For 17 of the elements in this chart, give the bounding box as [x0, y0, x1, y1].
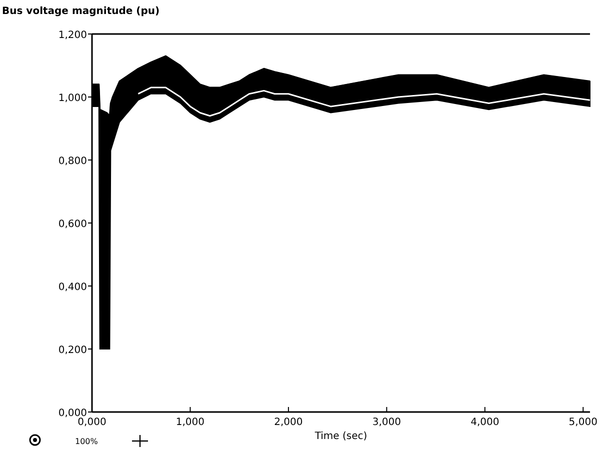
y-tick-label: 0,200 [58, 345, 87, 356]
y-tick-label: 0,000 [58, 408, 87, 419]
y-tick-label: 0,600 [58, 219, 87, 230]
x-tick-label: 5,000 [568, 417, 598, 428]
y-tick-label: 1,200 [58, 30, 87, 41]
x-tick-label: 1,000 [176, 417, 205, 428]
y-tick-label: 0,400 [58, 282, 87, 293]
x-tick-label: 4,000 [470, 417, 500, 428]
x-tick-label: 0,000 [78, 417, 106, 428]
x-tick-label: 3,000 [372, 417, 401, 428]
line-series [137, 86, 591, 117]
x-tick-label: 2,000 [274, 417, 303, 428]
y-tick-label: 1,000 [58, 93, 87, 104]
x-axis-title: Time (sec) [314, 431, 368, 442]
text: 100% [75, 437, 98, 446]
y-tick-label: 0,800 [58, 156, 87, 167]
y-axis-title: Bus voltage magnitude (pu) [2, 6, 160, 17]
